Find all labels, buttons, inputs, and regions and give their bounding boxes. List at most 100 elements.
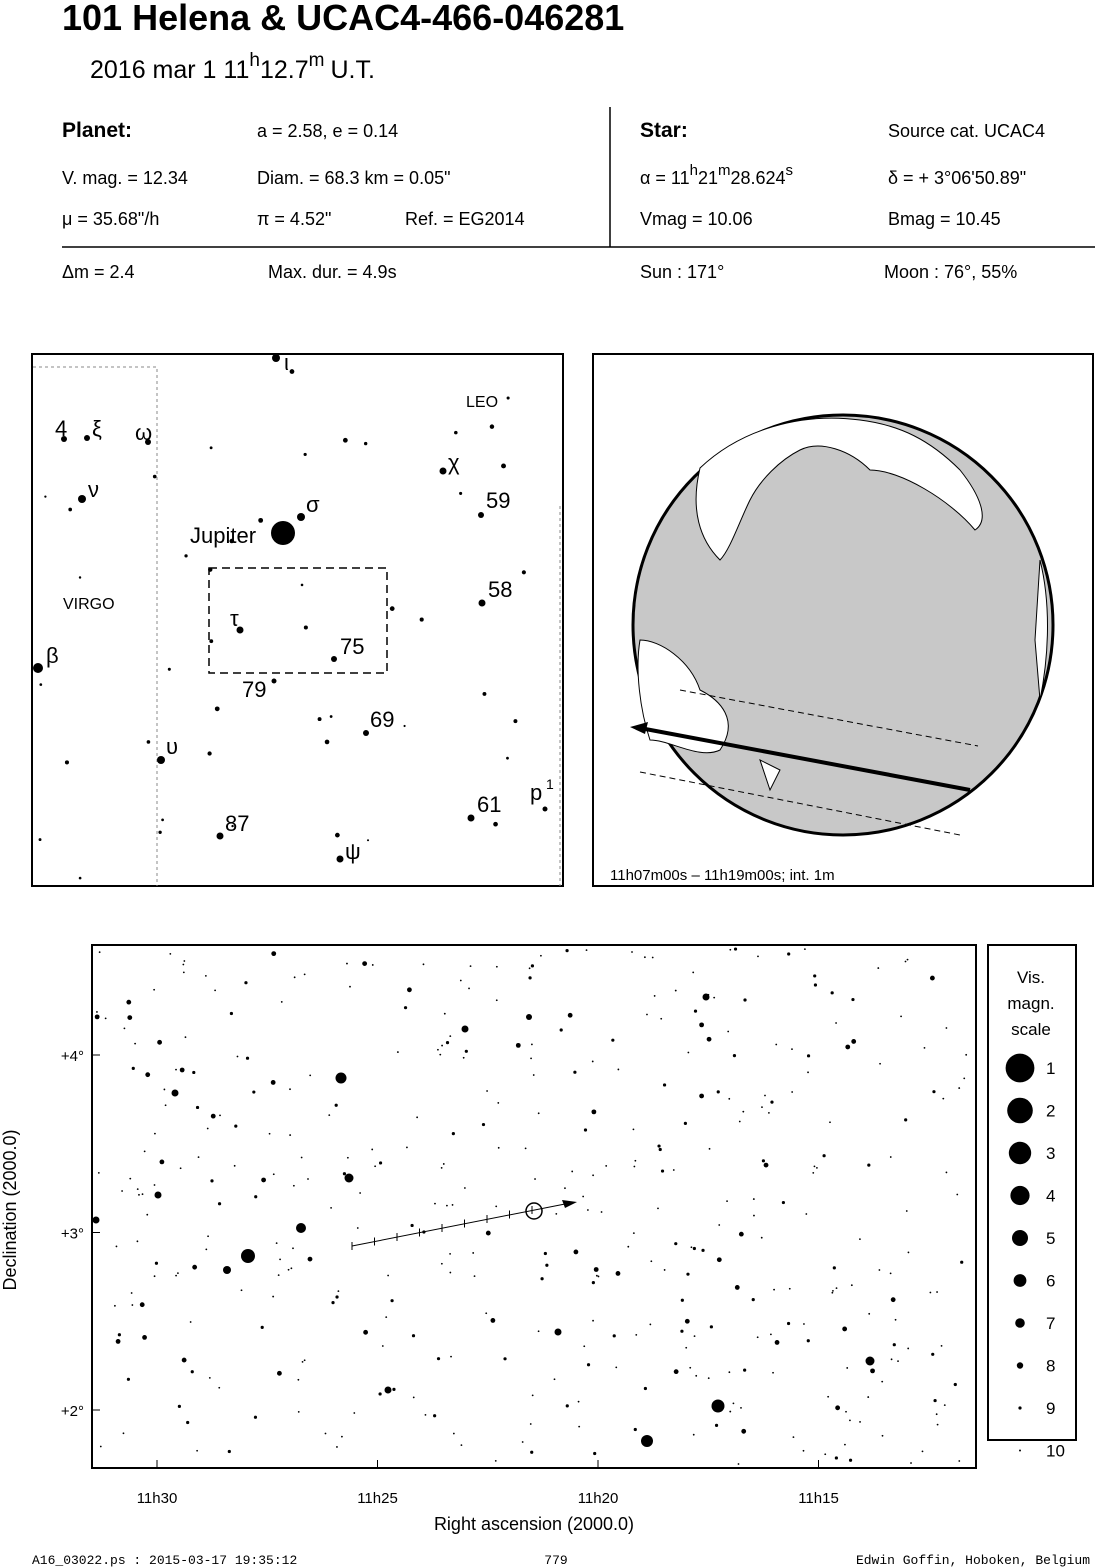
star-label: Jupiter	[190, 523, 256, 548]
star	[344, 1173, 354, 1183]
star	[136, 1240, 139, 1243]
legend-marker	[1012, 1230, 1028, 1246]
star	[454, 430, 458, 435]
star	[441, 1044, 443, 1047]
star	[208, 1376, 211, 1379]
star	[122, 1432, 125, 1435]
star	[540, 1277, 544, 1281]
star	[643, 956, 646, 959]
star	[732, 1402, 735, 1405]
star	[486, 1090, 488, 1092]
star	[216, 832, 224, 840]
star	[713, 996, 716, 999]
star	[897, 1360, 899, 1362]
star	[362, 961, 368, 967]
star	[803, 1323, 805, 1325]
star	[792, 1436, 795, 1439]
star	[583, 1345, 586, 1348]
star	[530, 964, 535, 968]
star	[197, 1156, 200, 1158]
star	[217, 1202, 222, 1206]
star	[586, 1209, 589, 1211]
star	[381, 1345, 384, 1347]
star	[331, 1301, 335, 1305]
star	[335, 1072, 347, 1084]
star	[210, 1113, 216, 1119]
star	[493, 821, 498, 827]
star	[907, 1251, 910, 1254]
arrow-head	[562, 1200, 577, 1208]
star	[684, 1318, 690, 1324]
star	[693, 1335, 696, 1338]
star	[192, 1070, 196, 1075]
date-text: 12.7	[260, 56, 309, 84]
star	[781, 1200, 785, 1205]
land	[759, 759, 781, 792]
star	[906, 958, 909, 961]
star	[241, 1249, 255, 1263]
star	[303, 1359, 306, 1362]
star	[335, 832, 340, 838]
star	[921, 1450, 924, 1453]
star	[39, 683, 43, 686]
star-label: p	[530, 780, 542, 805]
legend-marker	[1010, 1185, 1030, 1206]
star	[183, 960, 186, 962]
star	[742, 1110, 745, 1113]
star	[741, 1428, 747, 1434]
star	[307, 1256, 313, 1262]
legend-marker	[1008, 1141, 1032, 1165]
star	[244, 981, 248, 985]
star	[761, 1106, 763, 1109]
star	[646, 1013, 648, 1016]
star	[761, 1159, 765, 1163]
track	[351, 1203, 566, 1247]
star	[449, 1253, 451, 1255]
star-label: χ	[448, 450, 460, 475]
value: α = 11h21m28.624s	[640, 162, 793, 188]
star	[660, 1169, 665, 1173]
star	[851, 997, 855, 1002]
legend-label: 6	[1046, 1272, 1055, 1291]
star	[495, 965, 498, 968]
star	[451, 1204, 454, 1206]
star	[683, 1121, 688, 1126]
star	[136, 1188, 139, 1190]
star	[403, 1006, 408, 1010]
star	[127, 1015, 133, 1021]
star	[461, 1025, 469, 1033]
star	[371, 1148, 374, 1151]
star-label: σ	[306, 492, 320, 517]
earth-map: 11h07m00s – 11h19m00s; int. 1m	[592, 353, 1094, 887]
legend-marker	[1013, 1274, 1027, 1287]
star	[449, 1035, 452, 1038]
star	[279, 1258, 281, 1261]
value: π = 4.52"	[257, 209, 331, 229]
finder-chart: ι LEO 4 ξ ω χ ν σ 59 Jupiter 58 VIRGO τ 75 β 79 69 υ p 1 61 8…	[31, 350, 564, 887]
star	[142, 1334, 147, 1340]
y-tick-label: +3°	[61, 1226, 84, 1243]
star	[813, 1165, 816, 1168]
star	[218, 1386, 221, 1389]
star	[768, 1111, 770, 1114]
star	[524, 1147, 527, 1150]
star	[121, 1190, 123, 1192]
star	[632, 1128, 635, 1131]
star	[573, 1249, 579, 1255]
star	[407, 987, 412, 993]
star	[714, 1423, 719, 1428]
sup: m	[309, 50, 325, 71]
star-label: ω	[135, 420, 152, 445]
star	[848, 1458, 853, 1462]
star	[207, 1235, 209, 1238]
star	[791, 1091, 794, 1093]
star	[582, 1195, 585, 1198]
star	[835, 1022, 837, 1024]
star	[163, 1088, 166, 1091]
star	[464, 1049, 468, 1053]
footer-left: A16_03022.ps : 2015-03-17 19:35:12	[32, 1553, 297, 1568]
star	[658, 1147, 662, 1152]
sky-chart: Right ascension (2000.0) Declination (20…	[0, 944, 1077, 1534]
date-text: U.T.	[330, 56, 374, 84]
star	[692, 1246, 696, 1251]
